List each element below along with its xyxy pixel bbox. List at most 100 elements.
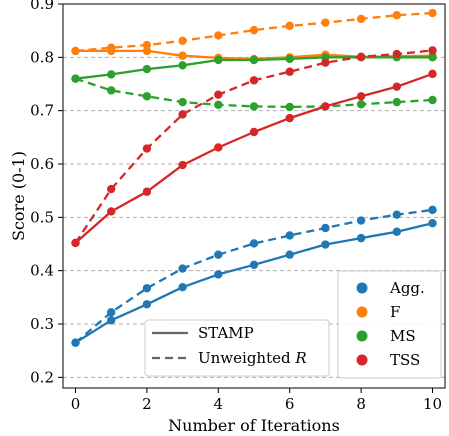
- agg-unweighted-r-point: [285, 231, 294, 240]
- ms-unweighted-r-point: [142, 92, 152, 101]
- tss-stamp-point: [356, 92, 366, 101]
- y-tick-label: 0.3: [30, 315, 54, 333]
- agg-unweighted-r-point: [71, 338, 80, 347]
- agg-unweighted-r-point: [214, 250, 223, 259]
- tss-unweighted-r-point: [392, 49, 402, 59]
- f-unweighted-r-point: [356, 14, 366, 24]
- legend-metrics-box: [337, 270, 442, 379]
- ms-unweighted-r-point: [356, 100, 366, 109]
- agg-unweighted-r-point: [428, 205, 437, 215]
- tss-stamp-point: [142, 187, 152, 196]
- ms-stamp-point: [106, 70, 116, 79]
- agg-stamp-point: [321, 240, 330, 249]
- x-tick-label: 0: [71, 395, 81, 413]
- x-tick-label: 8: [356, 395, 366, 413]
- series-markers: [71, 8, 437, 347]
- legend-marker-tss: [356, 354, 368, 366]
- legend-label-f: F: [390, 303, 400, 321]
- f-unweighted-r-point: [321, 18, 330, 27]
- y-tick-label: 0.8: [30, 48, 54, 66]
- x-tick-label: 10: [423, 395, 442, 413]
- gridlines: [63, 3, 445, 378]
- tss-stamp-point: [392, 82, 402, 91]
- y-axis-ticks: 0.2 0.3 0.4 0.5 0.6 0.7 0.8 0.9: [30, 0, 63, 386]
- legend-marker-f: [356, 306, 368, 318]
- x-axis-ticks: 0 2 4 6 8 10: [71, 388, 442, 413]
- f-stamp-point: [178, 51, 187, 60]
- tss-unweighted-r-point: [178, 110, 187, 119]
- x-tick-label: 4: [214, 395, 224, 413]
- tss-unweighted-r-point: [356, 52, 366, 61]
- f-unweighted-r-point: [106, 43, 116, 52]
- legend-label-unweighted-r: Unweighted R: [198, 349, 307, 367]
- y-tick-label: 0.5: [30, 208, 54, 226]
- f-unweighted-r-point: [71, 46, 80, 56]
- f-unweighted-r-line: [75, 11, 433, 53]
- y-tick-label: 0.4: [30, 262, 54, 280]
- agg-stamp-point: [428, 219, 437, 228]
- agg-stamp-point: [249, 260, 259, 269]
- legend-metrics: Agg. F MS TSS: [337, 270, 442, 379]
- agg-stamp-point: [178, 283, 187, 292]
- legend-label-stamp: STAMP: [198, 324, 254, 342]
- tss-stamp-point: [249, 127, 259, 137]
- f-unweighted-r-point: [285, 21, 294, 31]
- legend-marker-agg: [356, 282, 368, 294]
- y-tick-label: 0.7: [30, 102, 54, 120]
- tss-unweighted-r-point: [214, 90, 223, 99]
- legend-methods-box: [144, 319, 330, 377]
- ms-stamp-point: [178, 61, 187, 70]
- tss-unweighted-r-point: [428, 46, 437, 55]
- tss-unweighted-r-point: [71, 238, 80, 248]
- y-tick-label: 0.6: [30, 155, 54, 173]
- f-stamp-point: [142, 46, 152, 56]
- y-axis-label: Score (0-1): [9, 151, 28, 241]
- tss-stamp-point: [106, 207, 116, 216]
- agg-unweighted-r-point: [106, 308, 116, 317]
- agg-unweighted-r-point: [249, 239, 259, 248]
- agg-stamp-point: [214, 270, 223, 279]
- x-axis-label: Number of Iterations: [168, 416, 340, 435]
- agg-unweighted-r-point: [392, 210, 402, 219]
- y-tick-label: 0.2: [30, 368, 54, 386]
- agg-unweighted-r-point: [178, 264, 187, 273]
- tss-unweighted-r-point: [285, 67, 294, 76]
- agg-unweighted-r-point: [142, 284, 152, 293]
- x-tick-label: 6: [285, 395, 295, 413]
- ms-unweighted-r-point: [214, 100, 223, 110]
- legend-label-tss: TSS: [390, 351, 420, 369]
- f-unweighted-r-point: [178, 36, 187, 45]
- tss-stamp-point: [178, 160, 187, 170]
- ms-unweighted-r-line: [75, 77, 433, 109]
- ms-unweighted-r-point: [106, 86, 116, 95]
- tss-unweighted-r-point: [106, 184, 116, 194]
- ms-unweighted-r-point: [71, 74, 80, 83]
- f-unweighted-r-point: [142, 40, 152, 50]
- x-tick-label: 2: [142, 395, 152, 413]
- legend-label-agg: Agg.: [389, 279, 425, 297]
- tss-unweighted-r-point: [142, 144, 152, 153]
- ms-unweighted-r-point: [285, 102, 294, 112]
- tss-stamp-point: [428, 69, 437, 79]
- agg-stamp-point: [142, 300, 152, 309]
- ms-stamp-point: [142, 64, 152, 74]
- y-tick-label: 0.9: [30, 0, 54, 13]
- agg-unweighted-r-line: [74, 208, 433, 344]
- ms-stamp-point: [285, 54, 294, 64]
- ms-stamp-point: [428, 53, 437, 62]
- legend-marker-ms: [356, 330, 368, 342]
- plot-frame: [62, 3, 446, 389]
- legend-label-ms: MS: [390, 327, 416, 345]
- agg-unweighted-r-point: [321, 223, 330, 233]
- agg-stamp-point: [106, 316, 116, 325]
- tss-unweighted-r-point: [249, 76, 259, 85]
- legend-methods: STAMP Unweighted R: [144, 319, 330, 377]
- ms-unweighted-r-point: [249, 102, 259, 111]
- f-unweighted-r-point: [249, 25, 259, 35]
- f-unweighted-r-point: [392, 11, 402, 20]
- f-unweighted-r-point: [428, 8, 437, 18]
- ms-stamp-point: [249, 55, 259, 65]
- agg-stamp-point: [392, 227, 402, 236]
- agg-stamp-point: [285, 250, 294, 259]
